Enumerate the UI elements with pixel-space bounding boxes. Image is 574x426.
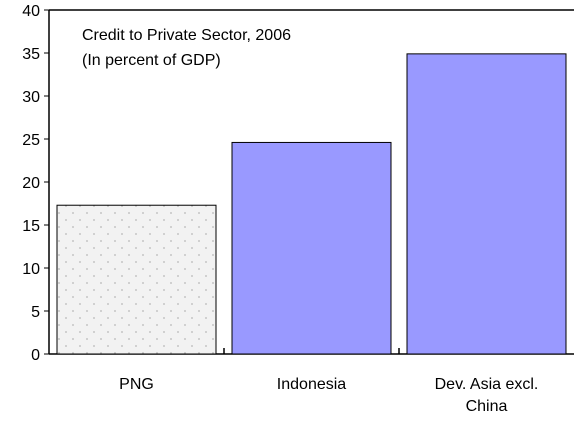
x-tick-label: PNG [119,376,154,393]
x-tick-label: China [466,398,508,415]
chart-title: Credit to Private Sector, 2006 [82,27,291,44]
y-tick-label: 40 [22,3,40,20]
y-tick-label: 35 [22,46,40,63]
y-tick-label: 0 [31,347,40,364]
y-tick-label: 20 [22,175,40,192]
y-tick-label: 5 [31,304,40,321]
y-tick-label: 10 [22,261,40,278]
x-tick-label: Dev. Asia excl. [435,376,539,393]
bar-indonesia [231,141,392,355]
y-tick-label: 25 [22,132,40,149]
chart-subtitle: (In percent of GDP) [82,52,221,69]
bar-dev-asia-excl-china [406,53,567,355]
y-tick-label: 15 [22,218,40,235]
x-tick-label: Indonesia [277,376,346,393]
y-tick-label: 30 [22,89,40,106]
bar-png [56,204,217,355]
